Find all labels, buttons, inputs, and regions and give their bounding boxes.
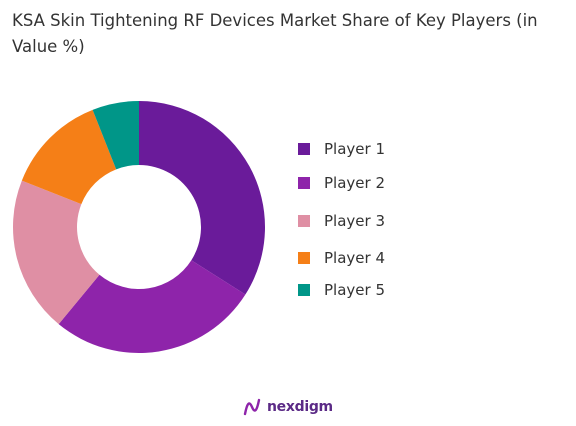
donut-slice-player-3 bbox=[13, 180, 100, 325]
legend-item-player-1: Player 1 bbox=[298, 140, 385, 158]
legend-label: Player 5 bbox=[324, 281, 385, 299]
legend-label: Player 1 bbox=[324, 140, 385, 158]
nexdigm-logo-icon bbox=[243, 398, 261, 416]
legend-label: Player 2 bbox=[324, 174, 385, 192]
donut-slice-player-1 bbox=[139, 101, 265, 295]
legend-item-player-5: Player 5 bbox=[298, 281, 385, 299]
legend-swatch bbox=[298, 177, 310, 189]
brand-name: nexdigm bbox=[267, 399, 333, 415]
legend-item-player-4: Player 4 bbox=[298, 249, 385, 267]
legend-label: Player 3 bbox=[324, 212, 385, 230]
legend-swatch bbox=[298, 143, 310, 155]
donut-slices bbox=[13, 101, 265, 354]
donut-slice-player-4 bbox=[21, 109, 117, 205]
donut-slice-player-5 bbox=[92, 101, 139, 170]
brand-logo: nexdigm bbox=[243, 398, 333, 416]
chart-title: KSA Skin Tightening RF Devices Market Sh… bbox=[12, 11, 538, 56]
legend-swatch bbox=[298, 215, 310, 227]
legend-item-player-3: Player 3 bbox=[298, 212, 385, 230]
legend-item-player-2: Player 2 bbox=[298, 174, 385, 192]
donut-slice-player-2 bbox=[58, 260, 246, 354]
legend-swatch bbox=[298, 252, 310, 264]
legend-label: Player 4 bbox=[324, 249, 385, 267]
legend-swatch bbox=[298, 284, 310, 296]
